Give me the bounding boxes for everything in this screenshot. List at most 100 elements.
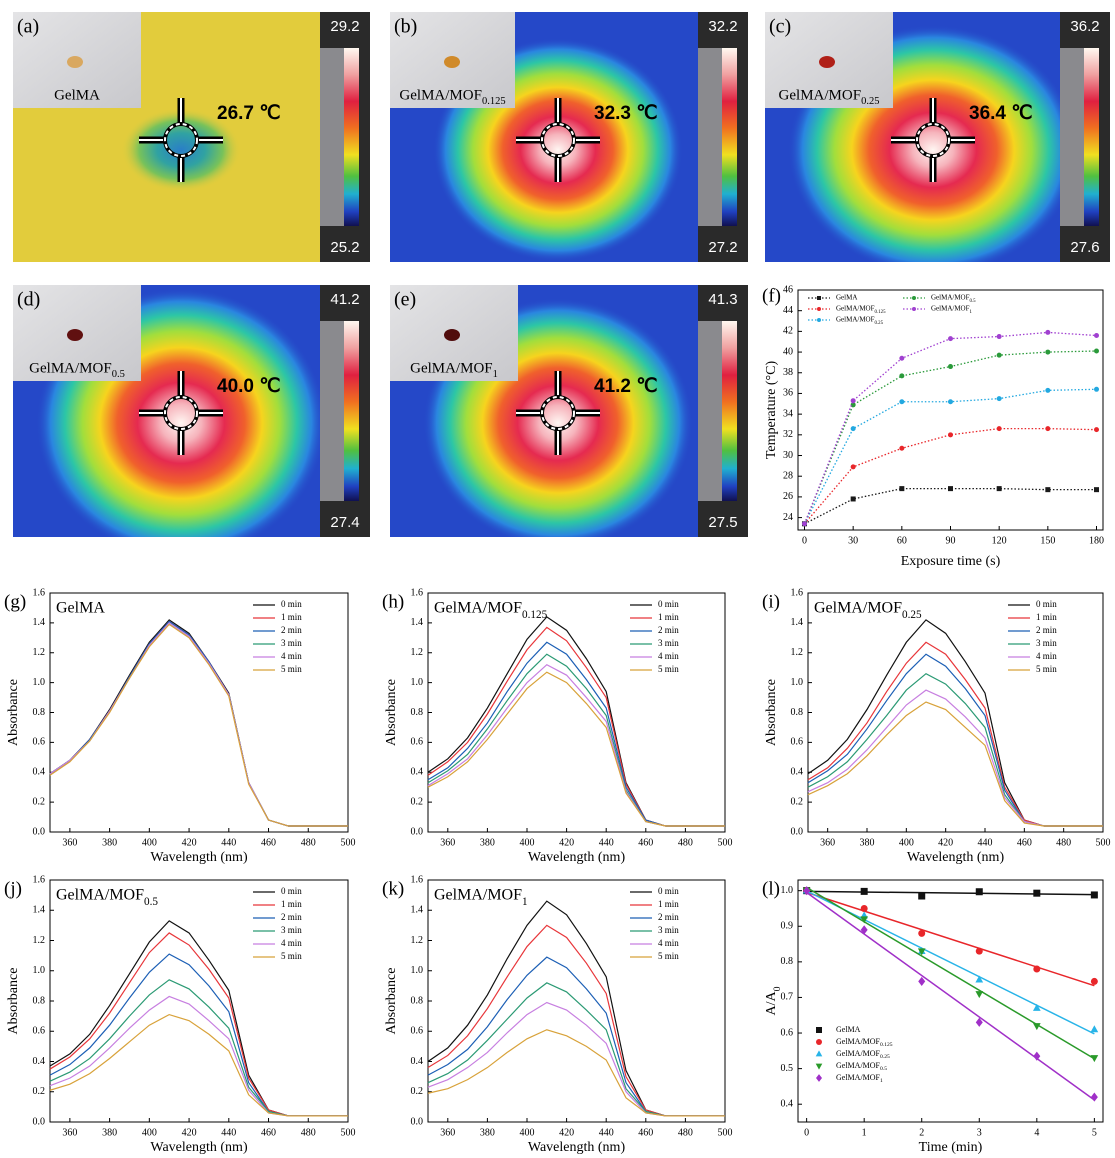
x-axis-label: Time (min)	[919, 1140, 983, 1155]
thermal-image: GelMA/MOF1 (e) 41.2 ℃ 41.3 27.5	[390, 285, 748, 537]
colorbar-backdrop	[1060, 48, 1084, 226]
x-tick-label: 180	[1089, 535, 1104, 546]
y-tick-label: 30	[783, 450, 793, 461]
y-tick-label: 0.4	[33, 1056, 46, 1067]
legend-label: GelMA/MOF1	[931, 305, 973, 315]
colorbar	[344, 321, 359, 501]
marker	[948, 486, 953, 492]
marker	[1033, 1051, 1041, 1061]
x-tick-label: 380	[102, 1127, 117, 1138]
x-axis-label: Wavelength (nm)	[907, 850, 1005, 865]
x-tick-label: 380	[480, 837, 495, 848]
y-axis-label: A/A0	[764, 986, 783, 1015]
marker	[850, 464, 856, 470]
crosshair-ring	[916, 123, 950, 157]
colorbar-backdrop	[320, 48, 344, 226]
marker	[850, 426, 856, 432]
marker	[1045, 487, 1051, 493]
sample-label: GelMA/MOF1	[410, 360, 498, 379]
y-tick-label: 0.0	[411, 1116, 424, 1127]
legend-label: GelMA/MOF0.125	[836, 1037, 893, 1048]
marker	[996, 396, 1002, 402]
series-line	[49, 995, 348, 1117]
series-line	[803, 427, 1097, 525]
x-tick-label: 400	[520, 837, 535, 848]
x-tick-label: 1	[862, 1127, 867, 1138]
y-tick-label: 0.8	[411, 995, 424, 1006]
thermal-image: GelMA/MOF0.125 (b) 32.3 ℃ 32.2 27.2	[390, 12, 748, 262]
legend-label: 2 min	[281, 912, 302, 922]
y-tick-label: 1.2	[411, 647, 424, 658]
legend-label: 0 min	[281, 886, 302, 896]
marker	[1032, 1023, 1041, 1031]
panel-label: (f)	[762, 285, 781, 306]
marker	[996, 334, 1002, 340]
sample-piece	[67, 329, 83, 341]
legend-label: 5 min	[658, 951, 679, 961]
y-tick-label: 0.4	[411, 767, 424, 778]
legend-label: 5 min	[658, 664, 679, 674]
marker	[975, 991, 984, 999]
x-tick-label: 460	[261, 837, 276, 848]
y-tick-label: 0.0	[33, 826, 46, 837]
x-axis-label: Exposure time (s)	[901, 554, 1001, 569]
marker	[1094, 386, 1100, 392]
crosshair-ring	[541, 123, 575, 157]
colorbar-min: 27.2	[708, 239, 737, 256]
x-tick-label: 460	[261, 1127, 276, 1138]
plot-frame	[427, 592, 726, 833]
y-tick-label: 0.8	[33, 995, 46, 1006]
y-axis-label: Absorbance	[764, 679, 779, 746]
colorbar-max: 32.2	[708, 18, 737, 35]
legend-label: GelMA/MOF0.25	[836, 316, 884, 326]
x-tick-label: 500	[718, 1127, 733, 1138]
panel-label: (k)	[382, 878, 404, 899]
marker	[948, 432, 953, 438]
marker	[1033, 889, 1041, 897]
y-axis-label: Absorbance	[6, 679, 21, 746]
legend-label: GelMA	[836, 1025, 861, 1034]
series-line	[427, 671, 725, 827]
legend-label: 2 min	[658, 625, 679, 635]
fit-line	[806, 890, 1095, 896]
y-tick-label: 46	[783, 284, 793, 295]
marker	[918, 892, 926, 900]
colorbar-backdrop	[698, 321, 722, 501]
colorbar-min: 25.2	[330, 239, 359, 256]
colorbar	[722, 321, 737, 501]
marker	[815, 1063, 823, 1070]
marker	[918, 976, 926, 986]
heat-spot	[121, 108, 241, 192]
marker	[1094, 427, 1100, 433]
y-tick-label: 0.0	[33, 1116, 46, 1127]
x-tick-label: 60	[897, 535, 907, 546]
colorbar-max: 36.2	[1070, 18, 1099, 35]
y-tick-label: 0.5	[781, 1063, 794, 1074]
x-tick-label: 3	[977, 1127, 982, 1138]
legend-label: 4 min	[658, 938, 679, 948]
colorbar-min: 27.4	[330, 514, 359, 531]
y-tick-label: 1.0	[411, 965, 424, 976]
legend-label: 4 min	[281, 651, 302, 661]
y-tick-label: 0.8	[33, 707, 46, 718]
series-line	[803, 350, 1097, 525]
panel-label: (c)	[769, 16, 791, 38]
sample-piece	[444, 56, 460, 68]
panel-label: (j)	[4, 878, 22, 899]
plot-frame	[807, 592, 1104, 833]
x-tick-label: 420	[182, 1127, 197, 1138]
x-tick-label: 360	[62, 1127, 77, 1138]
chart-title: GelMA/MOF1	[434, 887, 528, 908]
x-tick-label: 400	[899, 837, 914, 848]
y-axis-label: Absorbance	[384, 679, 399, 746]
marker	[1045, 426, 1051, 432]
colorbar-max: 41.2	[330, 291, 359, 308]
y-tick-label: 0.7	[781, 992, 794, 1003]
x-axis-label: Wavelength (nm)	[528, 1140, 626, 1155]
panel-label: (d)	[17, 289, 40, 311]
y-tick-label: 1.0	[781, 885, 794, 896]
legend-label: 1 min	[281, 612, 302, 622]
y-tick-label: 1.6	[411, 587, 424, 598]
legend-label: 0 min	[658, 886, 679, 896]
